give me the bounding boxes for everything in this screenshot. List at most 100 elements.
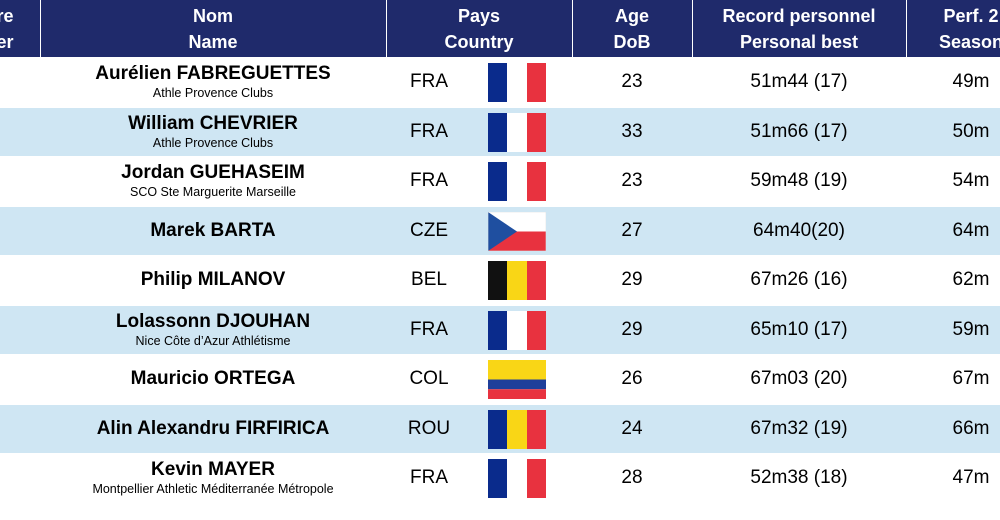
header-col-name: Nom Name — [40, 0, 386, 57]
header-col-season-en: Season — [938, 31, 1000, 52]
athlete-cell: Kevin MAYER Montpellier Athletic Méditerr… — [40, 454, 386, 502]
personal-best-value: 65m10 (17) — [750, 318, 848, 340]
athlete-name: Aurélien FABREGUETTES — [95, 63, 331, 84]
season-best-value: 64m — [952, 219, 990, 241]
france-flag-icon — [488, 310, 546, 350]
header-col-age-fr: Age — [614, 5, 649, 26]
age-value: 24 — [621, 417, 643, 439]
header-divider — [572, 0, 573, 57]
country-code: FRA — [410, 71, 448, 92]
header-col-order-en: er — [0, 31, 14, 52]
country-code: FRA — [410, 467, 448, 488]
athlete-cell: Philip MILANOV — [40, 256, 386, 304]
athlete-name: William CHEVRIER — [128, 112, 298, 134]
age-value: 27 — [621, 219, 643, 241]
table-row: William CHEVRIER Athle Provence Clubs FRA 3… — [0, 106, 1000, 156]
header-col-age-en: DoB — [613, 31, 651, 52]
athlete-name: Philip MILANOV — [140, 269, 286, 290]
france-flag-icon — [488, 112, 546, 152]
athlete-cell: Jordan GUEHASEIM SCO Ste Marguerite Marse… — [40, 157, 386, 205]
romania-flag-icon — [488, 409, 546, 449]
season-best-value: 66m — [952, 417, 990, 439]
athlete-cell: Marek BARTA — [40, 207, 386, 255]
athlete-name: Jordan GUEHASEIM — [121, 162, 305, 183]
season-best-value: 50m — [952, 120, 990, 142]
header-col-season: Perf. 2 Season — [906, 0, 1000, 57]
athlete-name: Mauricio ORTEGA — [130, 368, 296, 389]
athlete-cell: Mauricio ORTEGA — [40, 355, 386, 403]
athlete-name: Kevin MAYER — [151, 459, 275, 480]
athlete-name: Marek BARTA — [150, 219, 276, 241]
athlete-name: Lolassonn DJOUHAN — [115, 310, 311, 332]
country-code: BEL — [411, 269, 447, 290]
athlete-club: Athle Provence Clubs — [152, 86, 274, 100]
season-best-value: 54m — [952, 170, 990, 191]
table-row: Aurélien FABREGUETTES Athle Provence Club… — [0, 57, 1000, 106]
season-best-value: 62m — [952, 269, 990, 290]
header-divider — [906, 0, 907, 57]
age-value: 26 — [621, 368, 643, 389]
athlete-cell: William CHEVRIER Athle Provence Clubs — [40, 108, 386, 156]
header-col-country-fr: Pays — [457, 5, 501, 26]
age-value: 33 — [621, 120, 643, 142]
personal-best-value: 67m03 (20) — [750, 368, 848, 389]
table-row: Alin Alexandru FIRFIRICA ROU 24 67m32 (19) 6… — [0, 403, 1000, 453]
personal-best-value: 51m44 (17) — [750, 71, 848, 92]
country-code: FRA — [410, 120, 448, 142]
header-col-season-fr: Perf. 2 — [943, 5, 999, 26]
season-best-value: 59m — [952, 318, 990, 340]
personal-best-value: 51m66 (17) — [750, 120, 848, 142]
season-best-value: 49m — [952, 71, 990, 92]
country-code: FRA — [410, 170, 448, 191]
athlete-cell: Aurélien FABREGUETTES Athle Provence Club… — [40, 58, 386, 106]
belgium-flag-icon — [488, 261, 546, 300]
country-code: CZE — [410, 219, 448, 241]
table-header: re er Nom Name Pays Country Age DoB Reco… — [0, 0, 1000, 57]
athlete-name: Alin Alexandru FIRFIRICA — [96, 417, 330, 439]
personal-best-value: 59m48 (19) — [750, 170, 848, 191]
header-col-name-en: Name — [188, 31, 238, 52]
header-divider — [692, 0, 693, 57]
header-col-pb: Record personnel Personal best — [692, 0, 906, 57]
france-flag-icon — [488, 63, 546, 102]
header-divider — [40, 0, 41, 57]
header-col-pb-en: Personal best — [739, 31, 859, 52]
athlete-club: Montpellier Athletic Méditerranée Métrop… — [92, 482, 334, 496]
personal-best-value: 64m40(20) — [753, 219, 845, 241]
france-flag-icon — [488, 459, 546, 498]
table-row: Kevin MAYER Montpellier Athletic Méditerr… — [0, 453, 1000, 502]
header-col-country-en: Country — [444, 31, 514, 52]
france-flag-icon — [488, 162, 546, 201]
athlete-club: Nice Côte d’Azur Athlétisme — [135, 333, 291, 348]
table-row: Mauricio ORTEGA COL 26 67m03 (20) 67m — [0, 354, 1000, 403]
country-code: FRA — [410, 318, 448, 340]
age-value: 29 — [621, 318, 643, 340]
table-row: Jordan GUEHASEIM SCO Ste Marguerite Marse… — [0, 156, 1000, 205]
age-value: 23 — [621, 71, 643, 92]
header-col-order: re er — [0, 0, 40, 57]
age-value: 23 — [621, 170, 643, 191]
age-value: 28 — [621, 467, 643, 488]
age-value: 29 — [621, 269, 643, 290]
header-col-country: Pays Country — [386, 0, 572, 57]
header-col-order-fr: re — [0, 5, 14, 26]
athlete-cell: Alin Alexandru FIRFIRICA — [40, 405, 386, 453]
personal-best-value: 52m38 (18) — [750, 467, 848, 488]
header-divider — [386, 0, 387, 57]
table-row: Marek BARTA CZE 27 64m40(20) 64m — [0, 205, 1000, 255]
header-col-name-fr: Nom — [193, 5, 233, 26]
header-col-pb-fr: Record personnel — [722, 5, 876, 26]
athlete-cell: Lolassonn DJOUHAN Nice Côte d’Azur Athlét… — [40, 306, 386, 354]
country-code: COL — [409, 368, 449, 389]
season-best-value: 67m — [952, 368, 990, 389]
header-col-age: Age DoB — [572, 0, 692, 57]
colombia-flag-icon — [488, 360, 546, 399]
personal-best-value: 67m26 (16) — [750, 269, 848, 290]
table-row: Philip MILANOV BEL 29 67m26 (16) 62m — [0, 255, 1000, 304]
country-code: ROU — [407, 417, 451, 439]
athlete-club: Athle Provence Clubs — [152, 135, 274, 150]
czech-flag-icon — [488, 211, 546, 251]
athlete-club: SCO Ste Marguerite Marseille — [129, 185, 297, 199]
personal-best-value: 67m32 (19) — [750, 417, 848, 439]
